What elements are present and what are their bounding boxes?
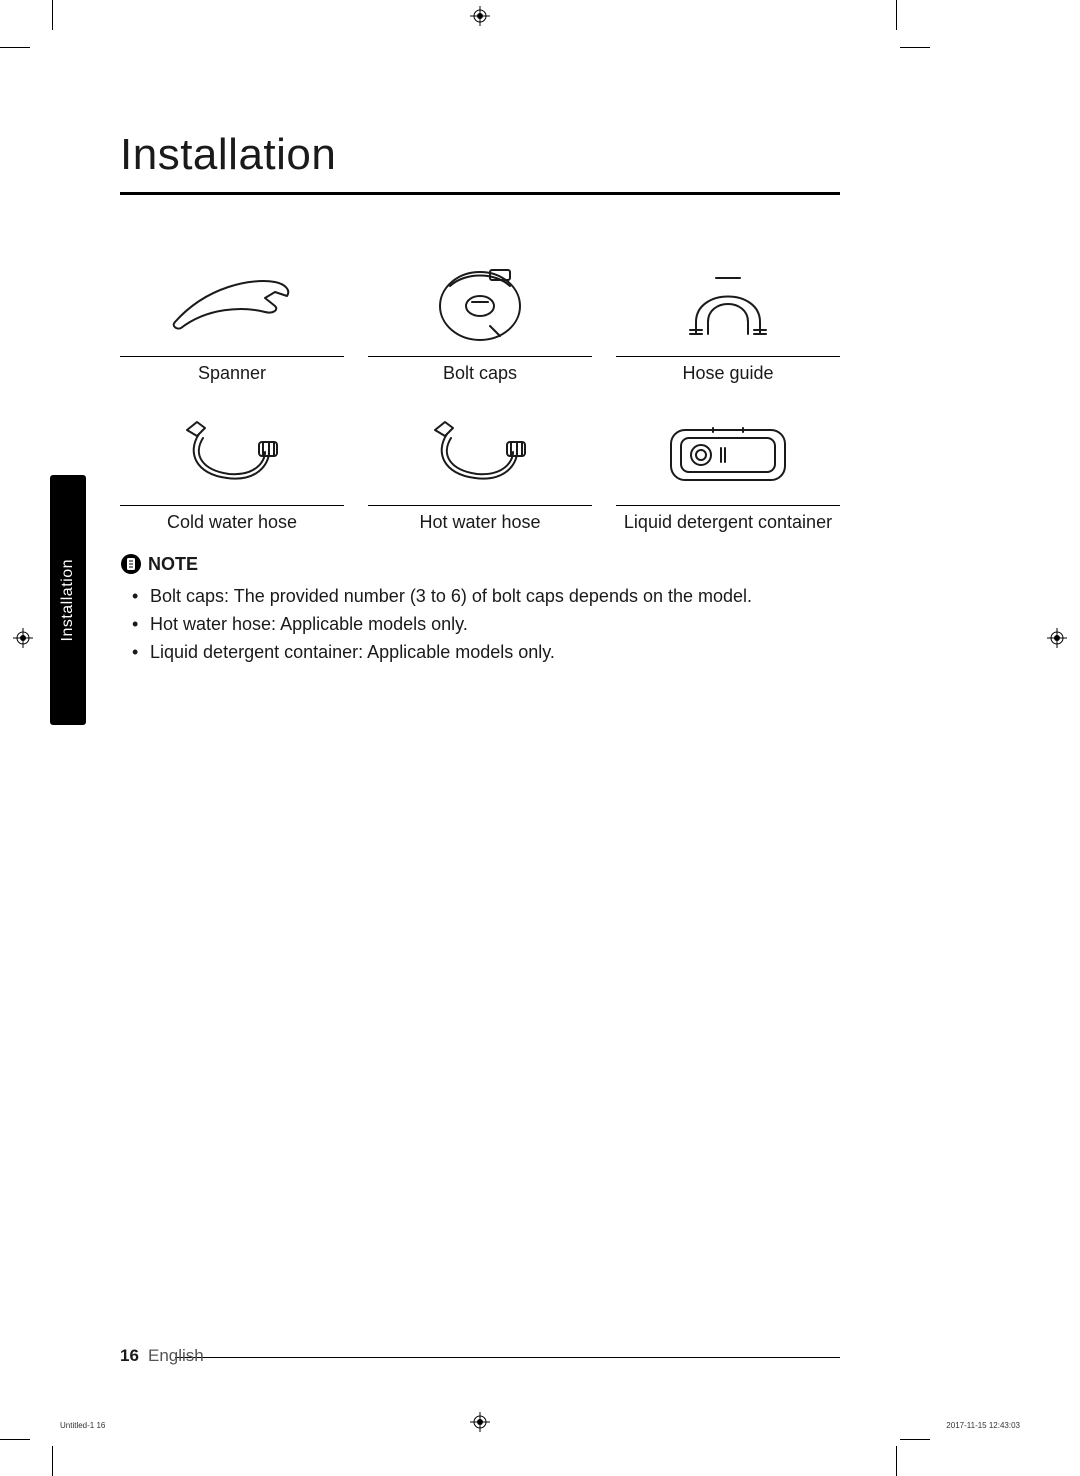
part-label: Spanner [198,363,266,384]
parts-column: Bolt caps Hot water hose [368,255,592,533]
crop-mark-icon [896,0,897,30]
note-item: Liquid detergent container: Applicable m… [120,639,840,667]
parts-grid: Spanner Cold water hose [120,255,840,533]
crop-mark-icon [900,1439,930,1440]
crop-mark-icon [0,1439,30,1440]
divider [120,356,344,357]
footer-rule [175,1357,840,1359]
bolt-caps-icon [368,255,592,350]
part-label: Cold water hose [167,512,297,533]
page-language: English [148,1346,204,1366]
liquid-detergent-container-icon [616,404,840,499]
crop-mark-icon [896,1446,897,1476]
registration-mark-icon [470,1412,490,1432]
registration-mark-icon [1047,628,1067,648]
title-rule [120,192,840,195]
part-label: Hose guide [682,363,773,384]
section-tab-label: Installation [59,559,77,642]
divider [368,505,592,506]
part-label: Hot water hose [419,512,540,533]
note-label: NOTE [148,554,198,575]
page-number: 16 [120,1346,139,1366]
part-cold-water-hose: Cold water hose [120,404,344,533]
print-meta-left: Untitled-1 16 [60,1421,105,1430]
note-item: Bolt caps: The provided number (3 to 6) … [120,583,840,611]
part-hose-guide: Hose guide [616,255,840,384]
crop-mark-icon [52,1446,53,1476]
hot-water-hose-icon [368,404,592,499]
part-hot-water-hose: Hot water hose [368,404,592,533]
note-list: Bolt caps: The provided number (3 to 6) … [120,583,840,667]
registration-mark-icon [470,6,490,26]
divider [120,505,344,506]
crop-mark-icon [900,47,930,48]
page-title: Installation [120,130,840,180]
note-header: NOTE [120,553,840,575]
parts-column: Spanner Cold water hose [120,255,344,533]
registration-mark-icon [13,628,33,648]
crop-mark-icon [0,47,30,48]
manual-page: Installation Installation Spanner [0,0,1080,1476]
note-icon [120,553,142,575]
section-tab: Installation [50,475,86,725]
page-content: Installation Spanner [120,130,840,667]
print-meta-right: 2017-11-15 12:43:03 [946,1421,1020,1430]
part-bolt-caps: Bolt caps [368,255,592,384]
divider [368,356,592,357]
part-liquid-detergent-container: Liquid detergent container [616,404,840,533]
note-item: Hot water hose: Applicable models only. [120,611,840,639]
parts-column: Hose guide Liquid deter [616,255,840,533]
hose-guide-icon [616,255,840,350]
divider [616,505,840,506]
part-spanner: Spanner [120,255,344,384]
cold-water-hose-icon [120,404,344,499]
divider [616,356,840,357]
part-label: Liquid detergent container [624,512,832,533]
spanner-icon [120,255,344,350]
crop-mark-icon [52,0,53,30]
part-label: Bolt caps [443,363,517,384]
